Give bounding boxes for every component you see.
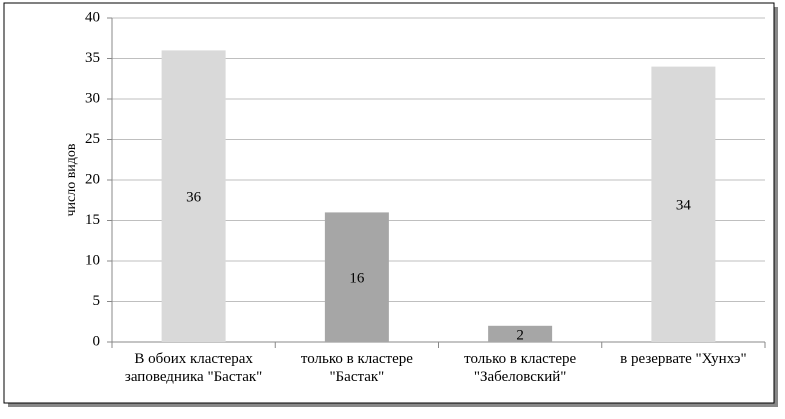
- y-tick-label: 25: [85, 131, 100, 147]
- y-tick-label: 30: [85, 90, 100, 106]
- y-tick-label: 15: [85, 212, 100, 228]
- y-tick-label: 40: [85, 9, 100, 25]
- y-tick-label: 20: [85, 171, 100, 187]
- bar: [161, 50, 226, 343]
- y-tick-label: 5: [93, 293, 101, 309]
- data-label: 36: [186, 190, 202, 206]
- y-tick-label: 0: [93, 333, 101, 349]
- x-tick-label: В обоих кластерах заповедника "Бастак": [124, 351, 263, 385]
- y-tick-label: 35: [85, 50, 100, 66]
- data-label: 2: [516, 327, 524, 343]
- data-label: 34: [676, 198, 692, 214]
- frame: [3, 2, 775, 404]
- x-tick-label: только в кластере "Бастак": [300, 351, 413, 385]
- y-tick-label: 10: [85, 252, 100, 268]
- x-tick-label: в резервате "Хунхэ": [620, 351, 747, 367]
- y-axis-label: число видов: [64, 143, 79, 216]
- bar: [324, 212, 389, 342]
- bar: [488, 325, 553, 342]
- bar: [651, 66, 716, 342]
- data-label: 16: [349, 271, 365, 287]
- x-tick-label: только в кластере "Забеловский": [464, 351, 577, 385]
